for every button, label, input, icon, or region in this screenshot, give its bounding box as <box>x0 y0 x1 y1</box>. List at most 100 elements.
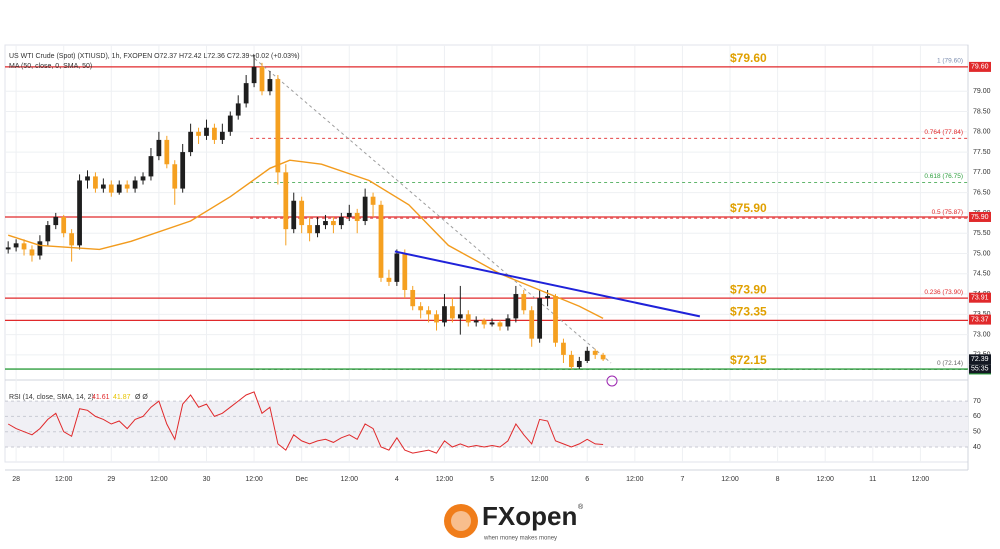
candle-body <box>251 66 257 84</box>
candle-body <box>592 350 598 355</box>
x-tick-label: 11 <box>869 476 876 483</box>
grid: 28 12:00 29 12:00 30 12:00 Dec 12:00 4 12:00 5 12:0… <box>5 45 991 483</box>
candle-body <box>545 296 550 299</box>
candle-body <box>196 131 201 136</box>
rsi-ma-value: 41.87 <box>113 394 131 401</box>
candle-body <box>259 66 265 92</box>
candle-body <box>204 127 209 136</box>
candle-body <box>93 176 98 189</box>
fib-diagonal <box>249 54 612 364</box>
candle-body <box>600 354 606 360</box>
candle-body <box>370 196 376 205</box>
candle-body <box>21 243 27 250</box>
candle-body <box>394 253 400 282</box>
candle-body <box>148 156 154 177</box>
candle-body <box>156 139 162 157</box>
fib-label: 0.764 (77.84) <box>924 129 963 136</box>
candle-body <box>61 216 67 234</box>
candle-body <box>537 298 543 339</box>
countdown: 55:35 <box>971 366 989 373</box>
candle-body <box>77 180 82 246</box>
candle-body <box>576 360 582 368</box>
logo-mark: ® <box>578 503 584 511</box>
candle-body <box>561 342 566 355</box>
candle-body <box>85 176 90 181</box>
candle-body <box>299 200 305 226</box>
rsi-extra: Ø Ø <box>135 394 148 401</box>
level-label: $79.60 <box>730 51 767 65</box>
candle-body <box>13 243 19 248</box>
countdown-box <box>969 364 991 374</box>
x-tick-label: 8 <box>776 476 780 483</box>
logo-brand: FXopen <box>482 501 577 531</box>
candle-body <box>140 176 146 181</box>
rsi-tick-label: 70 <box>973 398 981 405</box>
candle-body <box>124 184 130 189</box>
candle-body <box>188 131 193 153</box>
price-tag <box>969 292 991 303</box>
price-tag-label: 75.90 <box>971 214 989 221</box>
candle-body <box>291 200 297 230</box>
x-tick-label: 12:00 <box>341 476 359 483</box>
price-tag-label: 73.37 <box>971 316 989 323</box>
x-tick-label: 12:00 <box>626 476 644 483</box>
price-tag-label: 73.91 <box>971 295 989 302</box>
candle-body <box>481 320 487 325</box>
price-tag-label: 72.39 <box>971 356 989 363</box>
rsi-band <box>5 401 968 447</box>
candle-body <box>553 296 558 343</box>
price-tag <box>969 354 991 365</box>
alert-icon <box>606 375 618 387</box>
rsi-tick-label: 50 <box>973 429 981 436</box>
fib-label: 0.5 (75.87) <box>932 209 963 216</box>
rsi-value: 41.61 <box>92 394 110 401</box>
candle-body <box>283 172 289 230</box>
rsi-label: RSI (14, close, SMA, 14, 2) <box>9 394 94 401</box>
candle-body <box>465 314 471 323</box>
candle-body <box>497 322 503 327</box>
x-tick-label: 12:00 <box>245 476 263 483</box>
x-tick-label: 12:00 <box>436 476 454 483</box>
x-tick-label: 29 <box>107 476 115 483</box>
candle-body <box>513 294 519 319</box>
y-tick-label: 79.00 <box>973 88 991 95</box>
y-tick-label: 78.00 <box>973 129 991 136</box>
rsi-tick-label: 60 <box>973 413 981 420</box>
x-tick-label: Dec <box>295 476 308 483</box>
candle-body <box>116 184 122 193</box>
ma-label: MA (50, close, 0, SMA, 50) <box>9 63 92 70</box>
y-tick-label: 75.50 <box>973 230 991 237</box>
candle-body <box>267 79 273 92</box>
candle-body <box>338 216 344 226</box>
price-tag-label: 79.60 <box>971 64 989 71</box>
y-tick-label: 73.00 <box>973 331 991 338</box>
candle-body <box>37 241 43 256</box>
x-tick-label: 7 <box>680 476 684 483</box>
candle-body <box>219 131 225 140</box>
candle-body <box>584 350 590 361</box>
logo-tagline: when money makes money <box>483 536 557 542</box>
candle-body <box>132 180 138 189</box>
y-tick-label: 77.50 <box>973 149 991 156</box>
y-tick-label: 78.50 <box>973 108 991 115</box>
candle-body <box>473 320 479 323</box>
candle-body <box>386 277 392 282</box>
candle-body <box>354 212 360 222</box>
candle-body <box>434 314 439 323</box>
x-tick-label: 12:00 <box>531 476 549 483</box>
y-tick-label: 76.50 <box>973 189 991 196</box>
candle-body <box>275 79 281 173</box>
candle-body <box>457 314 463 319</box>
candle-body <box>180 152 186 189</box>
x-tick-label: 28 <box>12 476 20 483</box>
candle-body <box>378 204 384 278</box>
candle-body <box>505 318 511 327</box>
candle-body <box>402 253 408 290</box>
candle-body <box>410 289 416 307</box>
plot: 1 (79.60) 0.764 (77.84) 0.618 (76.75) 0.5 (… <box>5 51 991 454</box>
candle-body <box>69 233 75 246</box>
candle-body <box>45 225 51 242</box>
candle-body <box>5 247 11 250</box>
candle-body <box>29 249 35 256</box>
